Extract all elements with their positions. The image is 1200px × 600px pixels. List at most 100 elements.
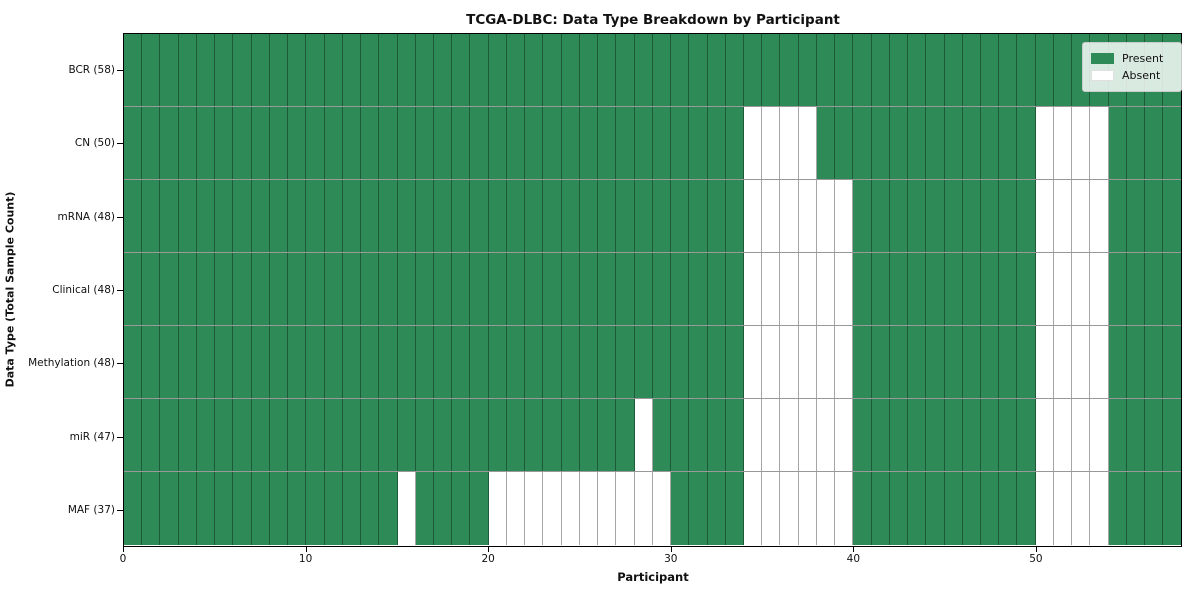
heatmap-cell (962, 325, 982, 398)
heatmap-cell (725, 106, 744, 179)
heatmap-cell (433, 179, 453, 252)
heatmap-cell (743, 34, 763, 106)
heatmap-cell (1035, 34, 1054, 106)
y-tick-label: BCR (58) (68, 63, 115, 76)
heatmap-cell (269, 325, 289, 398)
heatmap-cell (1108, 179, 1127, 252)
heatmap-cell (342, 398, 362, 471)
heatmap-cell (598, 252, 617, 325)
heatmap-cell (124, 106, 143, 179)
heatmap-cell (1145, 471, 1164, 545)
heatmap-cell (944, 398, 963, 471)
heatmap-cell (707, 471, 726, 545)
heatmap-cell (889, 398, 909, 471)
legend-entry-absent: Absent (1091, 68, 1172, 83)
heatmap-cell (743, 106, 763, 179)
heatmap-cell (889, 325, 909, 398)
heatmap-cell (142, 471, 161, 545)
heatmap-cell (470, 34, 489, 106)
heatmap-cell (1126, 398, 1146, 471)
heatmap-cell (1053, 325, 1073, 398)
x-tick-label: 20 (481, 553, 495, 565)
heatmap-cell (598, 179, 617, 252)
heatmap-cell (981, 34, 1000, 106)
heatmap-cell (178, 325, 197, 398)
heatmap-cell (215, 398, 234, 471)
heatmap-cell (1035, 398, 1054, 471)
heatmap-cell (160, 471, 179, 545)
heatmap-cell (1126, 252, 1146, 325)
heatmap-cell (506, 325, 526, 398)
heatmap-cell (543, 106, 562, 179)
heatmap-cell (707, 34, 726, 106)
heatmap-cell (178, 34, 197, 106)
heatmap-cell (397, 325, 416, 398)
heatmap-cell (1072, 252, 1091, 325)
heatmap-cell (652, 325, 672, 398)
heatmap-cell (379, 106, 398, 179)
heatmap-cell (780, 106, 799, 179)
heatmap-cell (561, 398, 580, 471)
heatmap-cell (196, 398, 216, 471)
heatmap-cell (543, 252, 562, 325)
heatmap-cell (908, 325, 927, 398)
heatmap-cell (488, 471, 507, 545)
heatmap-cell (762, 325, 781, 398)
heatmap-cell (288, 398, 307, 471)
y-tick-label: miR (47) (69, 430, 115, 443)
heatmap-cell (361, 471, 380, 545)
heatmap-cell (506, 398, 526, 471)
heatmap-cell (871, 34, 890, 106)
heatmap-cell (1017, 398, 1036, 471)
heatmap-cell (1072, 179, 1091, 252)
heatmap-cell (379, 179, 398, 252)
heatmap-cell (634, 179, 653, 252)
heatmap-cell (671, 252, 690, 325)
heatmap-cell (1053, 252, 1073, 325)
heatmap-cell (671, 34, 690, 106)
heatmap-cell (889, 106, 909, 179)
heatmap-cell (1090, 325, 1109, 398)
heatmap-cell (1145, 106, 1164, 179)
heatmap-cell (743, 398, 763, 471)
y-tick-label: CN (50) (74, 137, 115, 150)
heatmap-cell (798, 179, 817, 252)
heatmap-cell (616, 179, 635, 252)
heatmap-cell (725, 325, 744, 398)
heatmap-cell (1163, 106, 1181, 179)
heatmap-cell (908, 252, 927, 325)
heatmap-cell (926, 252, 945, 325)
heatmap-cell (908, 106, 927, 179)
heatmap-cell (433, 252, 453, 325)
heatmap-cell (579, 252, 599, 325)
heatmap-cell (1145, 398, 1164, 471)
heatmap-cell (762, 398, 781, 471)
heatmap-cell (798, 398, 817, 471)
heatmap-cell (816, 398, 836, 471)
heatmap-cell (652, 34, 672, 106)
heatmap-cell (725, 34, 744, 106)
heatmap-cell (379, 34, 398, 106)
heatmap-cell (178, 252, 197, 325)
heatmap-cell (616, 34, 635, 106)
heatmap-cell (598, 106, 617, 179)
heatmap-cell (415, 252, 434, 325)
heatmap-cell (1017, 252, 1036, 325)
heatmap-cell (579, 34, 599, 106)
heatmap-cell (1145, 252, 1164, 325)
heatmap-cell (798, 471, 817, 545)
heatmap-cell (1126, 325, 1146, 398)
heatmap-cell (342, 34, 362, 106)
heatmap-cell (361, 398, 380, 471)
x-axis-label: Participant (617, 570, 689, 584)
heatmap-cell (1035, 179, 1054, 252)
heatmap-cell (1072, 325, 1091, 398)
heatmap-cell (853, 179, 872, 252)
heatmap-cell (853, 106, 872, 179)
heatmap-row (124, 106, 1181, 180)
x-tick-label: 10 (298, 553, 313, 565)
heatmap-cell (233, 179, 252, 252)
heatmap-cell (196, 106, 216, 179)
heatmap-cell (926, 398, 945, 471)
